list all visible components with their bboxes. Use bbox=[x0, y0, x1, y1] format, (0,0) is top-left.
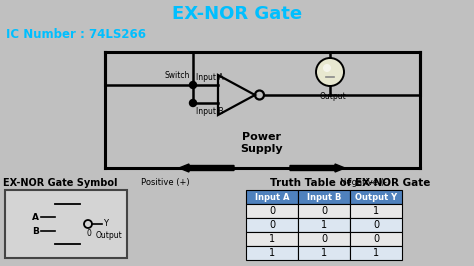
Text: Output Y: Output Y bbox=[355, 193, 397, 202]
Text: 1: 1 bbox=[321, 220, 327, 230]
Bar bbox=[298, 246, 350, 260]
Text: Power
Supply: Power Supply bbox=[241, 132, 283, 154]
Bar bbox=[350, 218, 402, 232]
Text: 0: 0 bbox=[321, 234, 327, 244]
Bar bbox=[350, 204, 402, 218]
Text: Negative (-): Negative (-) bbox=[340, 178, 390, 187]
Text: Input A: Input A bbox=[255, 193, 289, 202]
Text: 1: 1 bbox=[373, 248, 379, 258]
Bar bbox=[246, 232, 298, 246]
Text: Input B: Input B bbox=[196, 107, 224, 117]
Text: 1: 1 bbox=[269, 234, 275, 244]
Bar bbox=[246, 204, 298, 218]
Text: 0: 0 bbox=[373, 220, 379, 230]
Text: EX-NOR Gate: EX-NOR Gate bbox=[172, 5, 302, 23]
Text: EX-NOR Gate Symbol: EX-NOR Gate Symbol bbox=[3, 178, 117, 188]
FancyArrow shape bbox=[179, 164, 234, 172]
Bar bbox=[298, 218, 350, 232]
Text: Input A: Input A bbox=[196, 73, 224, 81]
Bar bbox=[350, 232, 402, 246]
Bar bbox=[246, 190, 298, 204]
Bar bbox=[298, 232, 350, 246]
Bar bbox=[5, 190, 127, 258]
Text: 0: 0 bbox=[373, 234, 379, 244]
Text: Truth Table of EX-NOR Gate: Truth Table of EX-NOR Gate bbox=[270, 178, 430, 188]
Text: 1: 1 bbox=[373, 206, 379, 216]
Bar bbox=[246, 218, 298, 232]
Text: 0: 0 bbox=[87, 229, 91, 238]
Text: 1: 1 bbox=[269, 248, 275, 258]
Text: Input B: Input B bbox=[307, 193, 341, 202]
Text: IC Number : 74LS266: IC Number : 74LS266 bbox=[6, 28, 146, 41]
Text: Y: Y bbox=[103, 218, 108, 227]
Circle shape bbox=[190, 99, 197, 106]
Bar bbox=[246, 246, 298, 260]
Text: 0: 0 bbox=[321, 206, 327, 216]
FancyArrow shape bbox=[290, 164, 345, 172]
Bar bbox=[350, 190, 402, 204]
Text: Positive (+): Positive (+) bbox=[141, 178, 189, 187]
Text: 0: 0 bbox=[269, 220, 275, 230]
Bar bbox=[298, 190, 350, 204]
Bar bbox=[298, 204, 350, 218]
Text: Output: Output bbox=[96, 231, 123, 240]
Text: 1: 1 bbox=[321, 248, 327, 258]
Text: A: A bbox=[32, 213, 39, 222]
Text: Switch: Switch bbox=[164, 72, 190, 81]
Text: Output: Output bbox=[319, 92, 346, 101]
Bar bbox=[350, 246, 402, 260]
Circle shape bbox=[316, 58, 344, 86]
Text: B: B bbox=[32, 227, 39, 235]
Circle shape bbox=[190, 81, 197, 89]
Text: 0: 0 bbox=[269, 206, 275, 216]
Circle shape bbox=[323, 64, 331, 72]
